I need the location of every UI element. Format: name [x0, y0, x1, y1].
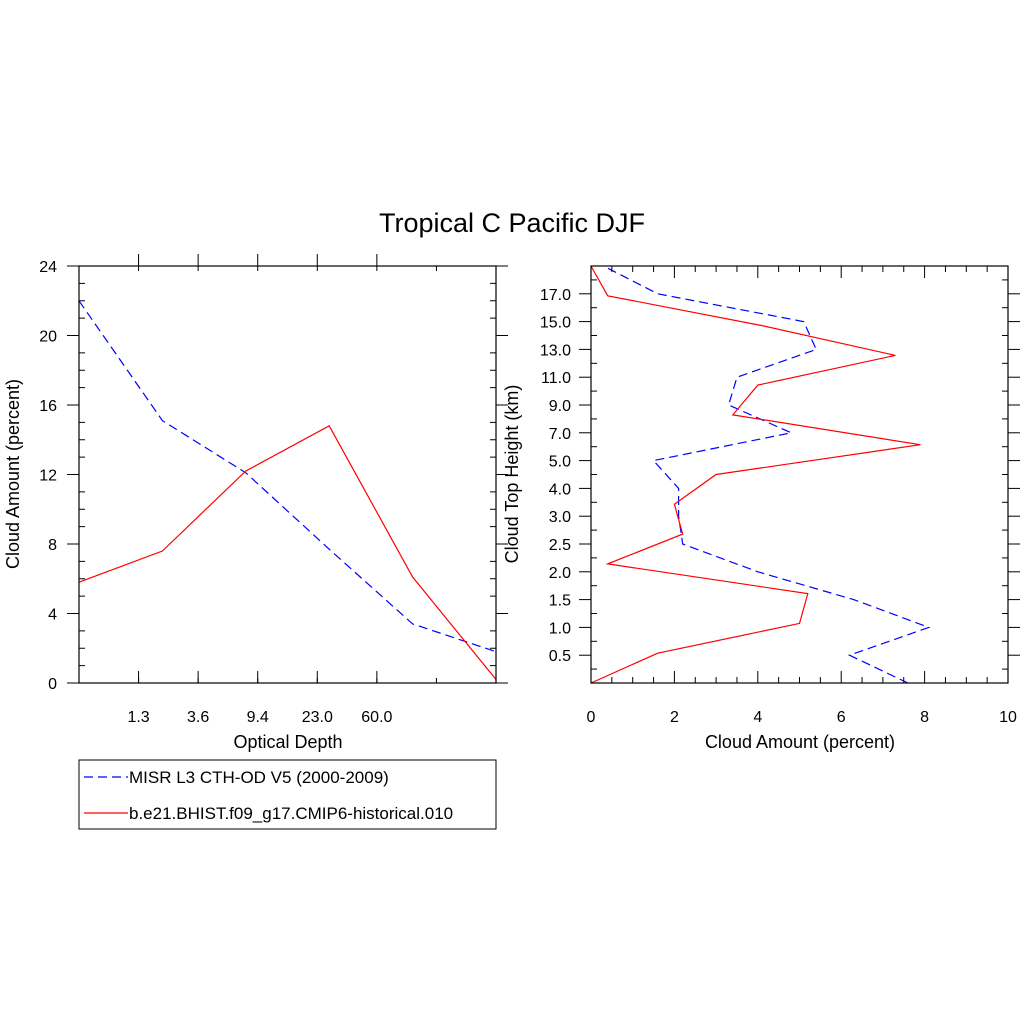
- right-y-tick-label: 7.0: [549, 426, 571, 443]
- left-series-misr-line: [78, 300, 497, 653]
- right-y-tick-label: 1.5: [549, 593, 571, 610]
- left-panel-optical-depth: 1.3 3.6 9.4 23.0 60.0 0 4 8 12 16 20 24 Optical Dep…: [3, 254, 508, 752]
- right-x-tick-label: 0: [587, 709, 596, 726]
- right-y-axis-label: Cloud Top Height (km): [502, 385, 522, 564]
- right-y-tick-label: 9.0: [549, 398, 571, 415]
- right-x-tick-label: 10: [999, 709, 1017, 726]
- right-y-tick-label: 4.0: [549, 481, 571, 498]
- legend: MISR L3 CTH-OD V5 (2000-2009) b.e21.BHIS…: [78, 759, 497, 830]
- right-series-group: [590, 265, 931, 684]
- left-y-tick-label: 8: [48, 537, 57, 554]
- left-y-tick-label: 12: [39, 468, 57, 485]
- right-x-axis-label: Cloud Amount (percent): [705, 732, 895, 752]
- right-plot-frame: [590, 265, 1009, 684]
- right-x-tick-label: 2: [670, 709, 679, 726]
- right-y-tick-label: 17.0: [540, 287, 571, 304]
- legend-label-misr: MISR L3 CTH-OD V5 (2000-2009): [129, 768, 389, 787]
- legend-label-model: b.e21.BHIST.f09_g17.CMIP6-historical.010: [129, 804, 453, 823]
- right-x-tick-label: 4: [753, 709, 762, 726]
- right-series-misr-line: [603, 265, 931, 684]
- left-x-axis-label: Optical Depth: [233, 732, 342, 752]
- left-series-model-line: [78, 424, 497, 680]
- legend-box: [78, 759, 497, 830]
- left-ticks: 1.3 3.6 9.4 23.0 60.0 0 4 8 12 16 20 24: [39, 254, 508, 726]
- right-y-tick-label: 3.0: [549, 509, 571, 526]
- right-y-tick-label: 0.5: [549, 648, 571, 665]
- right-y-tick-label: 11.0: [541, 370, 571, 387]
- right-y-tick-label: 15.0: [540, 315, 571, 332]
- figure-title: Tropical C Pacific DJF: [379, 208, 645, 238]
- left-y-tick-label: 20: [39, 329, 57, 346]
- left-plot-frame: [78, 265, 497, 684]
- right-panel-cloud-top-height: 0 2 4 6 8 10 0.5 1.0 1.5 2.0 2.5 3.0 4.0 5.0 7.0 9.0 11.…: [502, 265, 1020, 752]
- left-x-tick-label: 1.3: [127, 709, 149, 726]
- right-y-tick-label: 13.0: [540, 342, 571, 359]
- left-x-tick-label: 9.4: [247, 709, 269, 726]
- right-y-tick-label: 2.5: [549, 537, 571, 554]
- right-series-model-line: [590, 265, 921, 684]
- left-y-tick-label: 24: [39, 259, 57, 276]
- left-y-axis-label: Cloud Amount (percent): [3, 379, 23, 569]
- left-series-group: [78, 300, 497, 680]
- left-y-tick-label: 4: [48, 607, 57, 624]
- left-x-tick-label: 23.0: [302, 709, 333, 726]
- left-y-tick-label: 0: [48, 676, 57, 693]
- right-y-tick-label: 1.0: [549, 620, 571, 637]
- left-x-tick-label: 60.0: [361, 709, 392, 726]
- right-x-tick-label: 6: [837, 709, 846, 726]
- right-x-tick-label: 8: [920, 709, 929, 726]
- right-y-tick-label: 2.0: [549, 565, 571, 582]
- right-y-tick-label: 5.0: [549, 454, 571, 471]
- left-y-tick-label: 16: [39, 398, 57, 415]
- right-ticks: 0 2 4 6 8 10 0.5 1.0 1.5 2.0 2.5 3.0 4.0 5.0 7.0 9.0 11.…: [540, 266, 1020, 726]
- left-x-tick-label: 3.6: [187, 709, 209, 726]
